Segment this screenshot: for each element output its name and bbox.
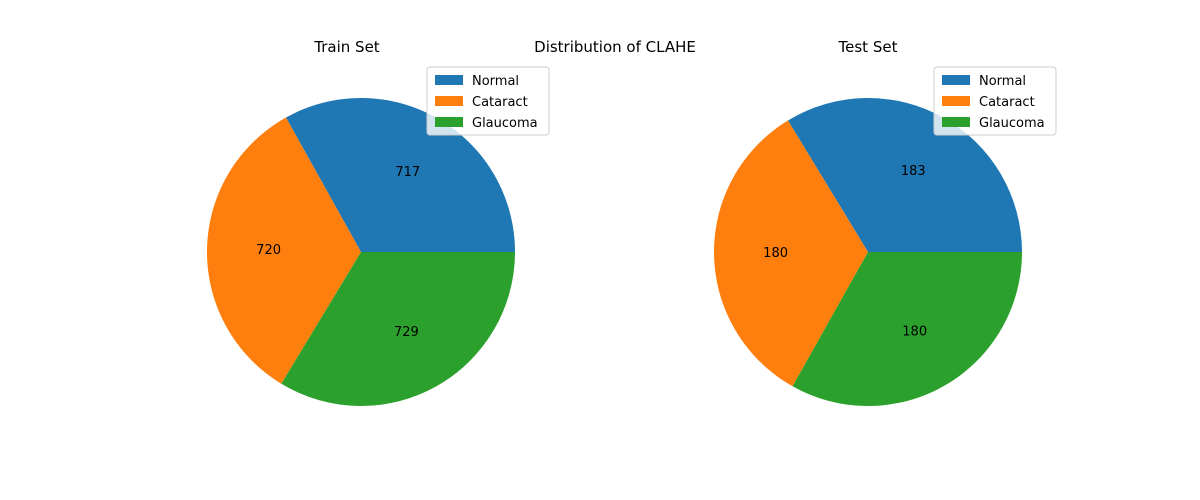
train-slice-cataract (206, 117, 361, 384)
test-legend-label-cataract: Cataract (979, 95, 1035, 110)
train-slice-glaucoma (281, 252, 515, 407)
train-legend-swatch-cataract (435, 96, 463, 106)
train-legend-swatch-glaucoma (435, 117, 463, 127)
train-value-label-glaucoma: 729 (394, 325, 419, 340)
test-slice-labels: 183 180 180 (763, 164, 927, 339)
test-value-label-cataract: 180 (763, 246, 788, 261)
test-legend-swatch-cataract (942, 96, 970, 106)
test-slice-normal (787, 97, 1022, 252)
train-chart-title: Train Set (313, 38, 380, 56)
test-slice-glaucoma (792, 252, 1022, 406)
train-value-label-normal: 717 (395, 165, 420, 180)
test-value-label-glaucoma: 180 (902, 324, 927, 339)
figure-suptitle: Distribution of CLAHE (534, 38, 696, 56)
train-slice-labels: 717 720 729 (256, 165, 420, 340)
train-value-label-cataract: 720 (256, 243, 281, 258)
train-legend-label-glaucoma: Glaucoma (472, 116, 538, 131)
test-legend-swatch-normal (942, 75, 970, 85)
train-legend-label-normal: Normal (472, 74, 519, 89)
train-legend: Normal Cataract Glaucoma (426, 66, 550, 136)
test-value-label-normal: 183 (901, 164, 926, 179)
train-slice-normal (285, 97, 515, 252)
train-pie-chart: Train Set 717 720 729 Normal Cataract Glauco… (206, 38, 550, 407)
test-chart-title: Test Set (838, 38, 898, 56)
train-legend-label-cataract: Cataract (472, 95, 528, 110)
train-slices (206, 97, 515, 407)
test-pie-chart: Test Set 183 180 180 Normal Cataract Glaucom… (713, 38, 1057, 406)
test-legend-label-glaucoma: Glaucoma (979, 116, 1045, 131)
test-legend-label-normal: Normal (979, 74, 1026, 89)
test-slices (713, 97, 1022, 406)
test-slice-cataract (713, 120, 868, 387)
test-legend-swatch-glaucoma (942, 117, 970, 127)
train-legend-swatch-normal (435, 75, 463, 85)
test-legend: Normal Cataract Glaucoma (933, 66, 1057, 136)
